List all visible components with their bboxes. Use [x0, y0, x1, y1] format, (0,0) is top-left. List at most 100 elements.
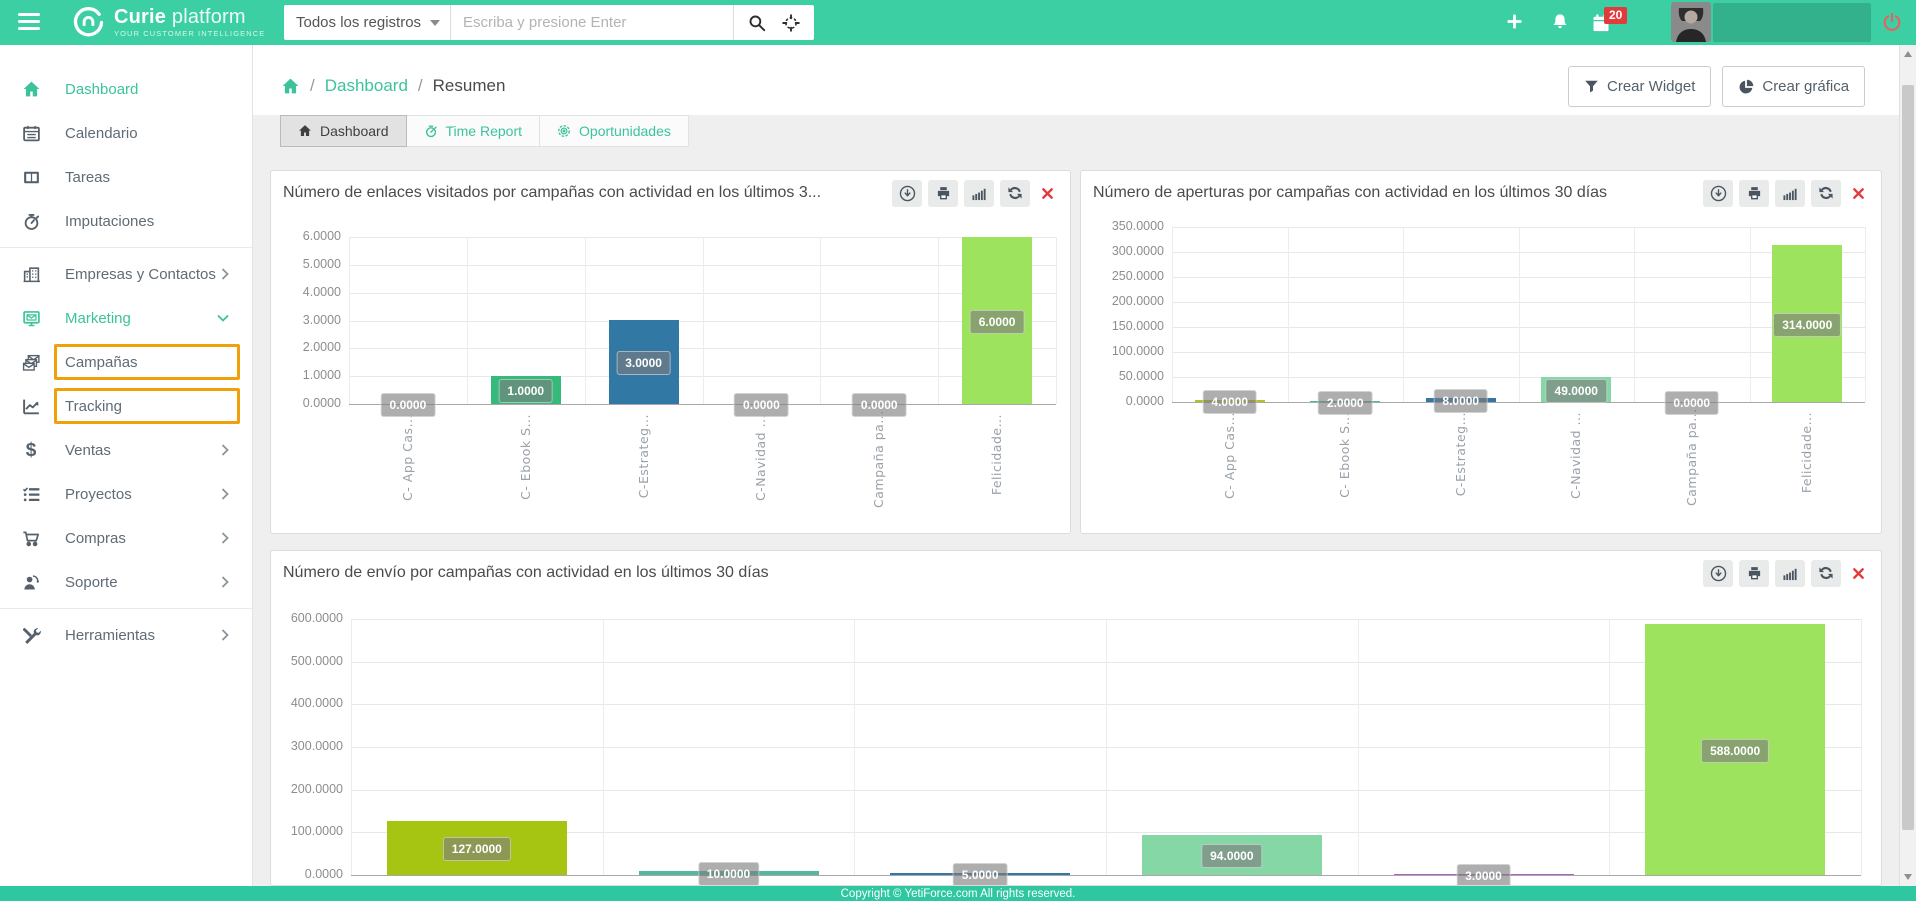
v-gridline	[1287, 227, 1289, 402]
vertical-scrollbar[interactable]	[1899, 45, 1916, 886]
sidebar-item-marketing[interactable]: Marketing	[0, 296, 252, 340]
checklist-icon	[18, 485, 44, 504]
widget-refresh-button[interactable]	[1000, 179, 1030, 207]
sidebar-item-compras[interactable]: Compras	[0, 516, 252, 560]
caret-down-icon	[430, 19, 440, 26]
create-widget-button[interactable]: Crear Widget	[1568, 66, 1712, 107]
widget-close-button[interactable]	[1847, 180, 1869, 207]
widget-chart-type-button[interactable]	[964, 179, 994, 207]
v-gridline	[938, 237, 940, 404]
quick-create-plus-icon[interactable]	[1506, 13, 1523, 35]
tab-label: Dashboard	[320, 123, 389, 139]
search-scope-dropdown[interactable]: Todos los registros	[284, 5, 451, 40]
footer-bar: Copyright © YetiForce.com All rights res…	[0, 886, 1916, 901]
sidebar-item-dashboard[interactable]: Dashboard	[0, 67, 252, 111]
value-label: 127.0000	[442, 837, 511, 861]
y-axis-label: 4.0000	[302, 284, 341, 299]
v-gridline	[351, 619, 352, 875]
search-input[interactable]	[451, 5, 733, 40]
widget-download-button[interactable]	[1703, 559, 1733, 587]
tab-oportunidades[interactable]: Oportunidades	[540, 115, 689, 147]
widget-refresh-button[interactable]	[1811, 179, 1841, 207]
logout-power-icon[interactable]	[1882, 12, 1902, 37]
hamburger-menu-icon[interactable]	[18, 13, 42, 32]
breadcrumb-dashboard-link[interactable]: Dashboard	[324, 76, 408, 95]
v-gridline	[1609, 619, 1611, 875]
widget-close-button[interactable]	[1036, 180, 1058, 207]
value-label: 49.0000	[1545, 378, 1607, 403]
widget-refresh-button[interactable]	[1811, 559, 1841, 587]
widget-chart-type-button[interactable]	[1775, 179, 1805, 207]
scroll-up-arrow-icon[interactable]	[1904, 51, 1912, 57]
breadcrumb-separator: /	[310, 76, 315, 95]
value-label: 94.0000	[1201, 844, 1263, 868]
sidebar-item-label: Tareas	[65, 168, 111, 186]
sidebar-item-herramientas[interactable]: Herramientas	[0, 613, 252, 657]
curie-logo-icon	[71, 5, 106, 40]
funnel-icon	[1585, 80, 1598, 93]
sidebar-item-calendario[interactable]: Calendario	[0, 111, 252, 155]
tab-time-report[interactable]: Time Report	[406, 115, 541, 147]
user-menu[interactable]	[1713, 3, 1871, 42]
y-axis-label: 500.0000	[290, 653, 343, 668]
search-icon[interactable]	[748, 14, 766, 32]
create-chart-label: Crear gráfica	[1762, 78, 1850, 95]
scrollbar-thumb[interactable]	[1902, 85, 1914, 830]
close-icon	[1852, 187, 1864, 199]
sidebar-item-soporte[interactable]: Soporte	[0, 560, 252, 604]
v-gridline	[854, 619, 856, 875]
sidebar-item-label: Ventas	[65, 441, 111, 459]
user-avatar[interactable]	[1671, 2, 1711, 42]
dashboard-tabs: Dashboard Time Report Oportunidades	[280, 115, 689, 147]
value-label: 4.0000	[1202, 390, 1258, 414]
value-label: 588.0000	[1701, 738, 1770, 763]
scroll-down-arrow-icon[interactable]	[1904, 874, 1912, 880]
home-icon[interactable]	[281, 77, 300, 96]
y-axis-label: 250.0000	[1111, 269, 1164, 283]
refresh-icon	[1008, 186, 1022, 200]
x-axis-label: C-Navidad ...	[753, 414, 769, 502]
bar-chart-aperturas: 350.0000 300.0000 250.0000 200.0000 150.0000…	[1081, 171, 1881, 533]
pie-chart-icon	[1739, 79, 1754, 93]
sidebar-item-proyectos[interactable]: Proyectos	[0, 472, 252, 516]
widget-aperturas: Número de aperturas por campañas con act…	[1080, 170, 1882, 534]
tab-label: Oportunidades	[579, 123, 671, 139]
crosshair-icon[interactable]	[782, 13, 800, 32]
x-axis-label: C-Estrateg...	[1452, 412, 1468, 497]
bar-chart-icon	[1782, 188, 1797, 200]
sidebar-item-tracking[interactable]: Tracking	[0, 384, 252, 428]
widget-print-button[interactable]	[1739, 179, 1769, 207]
widget-enlaces-visitados: Número de enlaces visitados por campañas…	[270, 170, 1071, 534]
widget-download-button[interactable]	[1703, 179, 1733, 207]
value-label: 0.0000	[1664, 391, 1720, 415]
widget-close-button[interactable]	[1847, 560, 1869, 587]
bar-chart-enlaces: 6.0000 5.0000 4.0000 3.0000 2.0000 1.0000 0.00…	[271, 171, 1070, 533]
x-axis-label: C- App Cas...	[399, 414, 415, 501]
sidebar-item-imputaciones[interactable]: Imputaciones	[0, 199, 252, 243]
sidebar-item-campanas[interactable]: Campañas	[0, 340, 252, 384]
create-chart-button[interactable]: Crear gráfica	[1722, 66, 1866, 107]
chevron-right-icon	[221, 629, 229, 641]
notifications-bell-icon[interactable]	[1551, 13, 1569, 37]
logo-suffix: platform	[171, 6, 246, 28]
stopwatch-icon	[18, 212, 44, 231]
sidebar-item-empresas-y-contactos[interactable]: Empresas y Contactos	[0, 252, 252, 296]
widget-print-button[interactable]	[1739, 559, 1769, 587]
tab-label: Time Report	[445, 123, 523, 139]
reminder-count-badge: 20	[1604, 7, 1628, 25]
chevron-right-icon	[221, 532, 229, 544]
v-gridline	[1861, 619, 1862, 875]
widget-print-button[interactable]	[928, 179, 958, 207]
value-label: 314.0000	[1773, 312, 1842, 337]
sidebar-item-tareas[interactable]: Tareas	[0, 155, 252, 199]
refresh-icon	[1819, 566, 1833, 580]
chevron-down-icon	[217, 314, 229, 322]
widget-download-button[interactable]	[892, 179, 922, 207]
widget-chart-type-button[interactable]	[1775, 559, 1805, 587]
annotation-box-tracking: Tracking	[54, 388, 240, 424]
sidebar-item-ventas[interactable]: $ Ventas	[0, 428, 252, 472]
tab-dashboard[interactable]: Dashboard	[280, 115, 407, 147]
chart-line-icon	[18, 397, 44, 416]
y-axis-label: 2.0000	[302, 340, 341, 355]
value-label: 2.0000	[1317, 390, 1373, 415]
